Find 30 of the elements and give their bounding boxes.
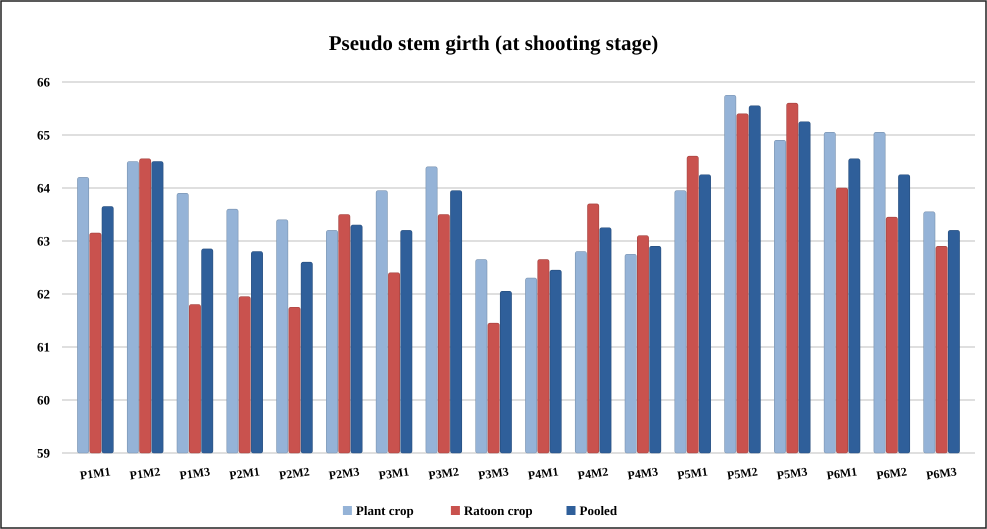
x-tick-label: P2M3 — [328, 464, 360, 482]
x-tick-label: P2M2 — [278, 464, 310, 482]
x-tick-label: P4M1 — [527, 464, 560, 482]
x-tick-label: P1M3 — [178, 464, 211, 482]
x-tick-label: P1M2 — [128, 464, 162, 482]
x-tick-label: P1M1 — [79, 464, 112, 482]
y-tick-label: 64 — [37, 180, 50, 196]
x-tick-label: P3M2 — [427, 464, 460, 482]
x-tick-label: P3M1 — [378, 464, 410, 482]
y-tick-label: 61 — [37, 340, 50, 355]
y-tick-label: 66 — [37, 74, 50, 90]
y-tick-label: 65 — [37, 128, 50, 143]
x-tick-label: P4M3 — [626, 464, 659, 482]
y-tick-label: 62 — [37, 286, 50, 302]
legend-label: Ratoon crop — [464, 503, 533, 518]
x-tick-label: P4M2 — [576, 464, 610, 482]
x-tick-label: P3M3 — [477, 464, 510, 482]
x-tick-label: P6M2 — [875, 464, 908, 482]
x-tick-label: P6M1 — [826, 464, 858, 482]
x-tick-label: P5M3 — [776, 464, 808, 482]
y-tick-label: 60 — [37, 392, 50, 408]
legend-label: Plant crop — [356, 503, 414, 518]
chart-title: Pseudo stem girth (at shooting stage) — [328, 31, 658, 55]
y-tick-label: 63 — [37, 234, 50, 249]
x-tick-label: P2M1 — [228, 464, 261, 482]
x-tick-label: P5M2 — [726, 464, 758, 482]
x-tick-label: P5M1 — [676, 464, 709, 482]
y-tick-label: 59 — [37, 446, 50, 461]
x-tick-label: P6M3 — [925, 464, 958, 482]
legend-label: Pooled — [580, 503, 618, 518]
